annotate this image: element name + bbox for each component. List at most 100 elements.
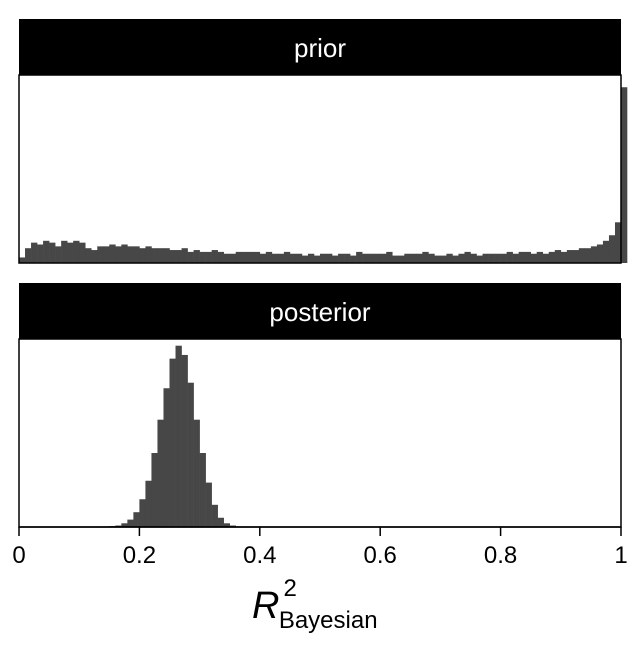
prior-histogram-bar (398, 255, 405, 263)
prior-histogram-bar (368, 253, 375, 263)
bars-posterior (97, 345, 249, 528)
panel-border-posterior (18, 338, 622, 528)
prior-histogram-bar (488, 253, 495, 263)
prior-histogram-bar (73, 240, 80, 263)
prior-histogram-bar (596, 244, 604, 263)
prior-histogram-bar (283, 251, 291, 263)
prior-histogram-bar (494, 253, 501, 263)
prior-histogram-bar (578, 248, 586, 263)
posterior-histogram-bar (223, 523, 230, 527)
posterior-histogram-bar (181, 354, 188, 527)
prior-histogram-bar (512, 253, 519, 263)
x-tick-label: 0.8 (484, 542, 517, 569)
prior-histogram-bar (25, 248, 32, 263)
prior-histogram-bar (404, 253, 411, 263)
prior-histogram-bar (434, 255, 441, 263)
strip-posterior (19, 283, 621, 339)
prior-histogram-bar (235, 251, 243, 263)
prior-histogram-bar (548, 251, 556, 263)
prior-histogram-bar (458, 253, 465, 263)
prior-histogram-bar (584, 248, 592, 263)
prior-histogram-bar (19, 257, 26, 263)
prior-histogram-bar (608, 235, 616, 263)
prior-histogram-bar (332, 255, 339, 263)
prior-histogram-bar (506, 251, 513, 263)
posterior-histogram-bar (127, 519, 134, 527)
prior-histogram-bar (554, 250, 562, 263)
prior-histogram-bar (464, 251, 471, 263)
x-tick-label: 1 (614, 542, 627, 569)
prior-histogram-bar (602, 240, 610, 263)
posterior-histogram-bar (169, 358, 176, 527)
x-tick-labels: 0 0.2 0.4 0.6 0.8 1 (12, 542, 627, 569)
prior-histogram-bar (241, 251, 249, 263)
prior-histogram-bar (91, 250, 98, 263)
prior-histogram-bar (157, 248, 164, 263)
x-tick-label: 0.2 (123, 542, 156, 569)
x-axis: 0 0.2 0.4 0.6 0.8 1 R 2 Bayesian (12, 526, 628, 634)
prior-histogram-bar (530, 253, 538, 263)
prior-histogram-bar (344, 253, 351, 263)
strip-label-prior: prior (294, 33, 346, 63)
prior-histogram-bar (386, 251, 393, 263)
prior-histogram-bar (193, 250, 200, 263)
prior-histogram-bar (392, 255, 399, 263)
prior-histogram-bar (621, 87, 628, 263)
prior-histogram-bar (380, 253, 387, 263)
prior-histogram-bar (422, 251, 429, 263)
prior-histogram-bar (145, 246, 152, 263)
panel-border-prior (18, 74, 622, 264)
prior-histogram-bar (542, 253, 550, 263)
x-tick-label: 0.6 (364, 542, 397, 569)
prior-histogram-bar (476, 255, 483, 263)
prior-histogram-bar (265, 251, 273, 263)
prior-histogram-bar (151, 248, 158, 263)
prior-histogram-bar (350, 255, 357, 263)
prior-histogram-bar (482, 253, 489, 263)
prior-histogram-bar (247, 251, 255, 263)
posterior-histogram-bar (175, 345, 182, 527)
x-tick-label: 0 (12, 542, 25, 569)
posterior-histogram-bar (211, 504, 218, 527)
prior-histogram-bar (446, 253, 453, 263)
prior-histogram-bar (326, 253, 333, 263)
prior-histogram-bar (175, 250, 182, 263)
prior-histogram-bar (67, 242, 74, 263)
posterior-histogram-bar (151, 453, 158, 527)
prior-histogram-bar (500, 253, 507, 263)
x-axis-title-subscript: Bayesian (279, 607, 378, 634)
prior-histogram-bar (229, 253, 237, 263)
prior-histogram-bar (560, 251, 568, 263)
prior-histogram-bar (452, 255, 459, 263)
prior-histogram-bar (356, 251, 363, 263)
prior-histogram-bar (43, 240, 50, 263)
prior-histogram-bar (338, 253, 345, 263)
posterior-histogram-bar (139, 499, 146, 527)
prior-histogram-bar (133, 246, 140, 263)
prior-histogram-bar (49, 242, 56, 263)
prior-histogram-bar (410, 253, 417, 263)
prior-histogram-bar (205, 251, 212, 263)
prior-histogram-bar (109, 244, 116, 263)
prior-histogram-bar (271, 253, 279, 263)
x-axis-title-main: R (252, 585, 279, 627)
prior-histogram-bar (127, 246, 134, 263)
x-axis-title-superscript: 2 (283, 575, 296, 602)
prior-histogram-bar (79, 242, 86, 263)
prior-histogram-bar (259, 253, 267, 263)
prior-histogram-bar (289, 253, 297, 263)
prior-histogram-bar (187, 251, 194, 263)
posterior-histogram-bar (133, 512, 140, 527)
strip-label-posterior: posterior (269, 297, 370, 327)
prior-histogram-bar (223, 253, 230, 263)
prior-histogram-bar (103, 246, 110, 263)
prior-histogram-bar (590, 246, 598, 263)
prior-histogram-bar (163, 248, 170, 263)
prior-histogram-bar (320, 253, 327, 263)
prior-histogram-bar (518, 251, 525, 263)
panel-prior: prior (18, 19, 628, 264)
prior-histogram-bar (295, 253, 303, 263)
prior-histogram-bar (115, 246, 122, 263)
